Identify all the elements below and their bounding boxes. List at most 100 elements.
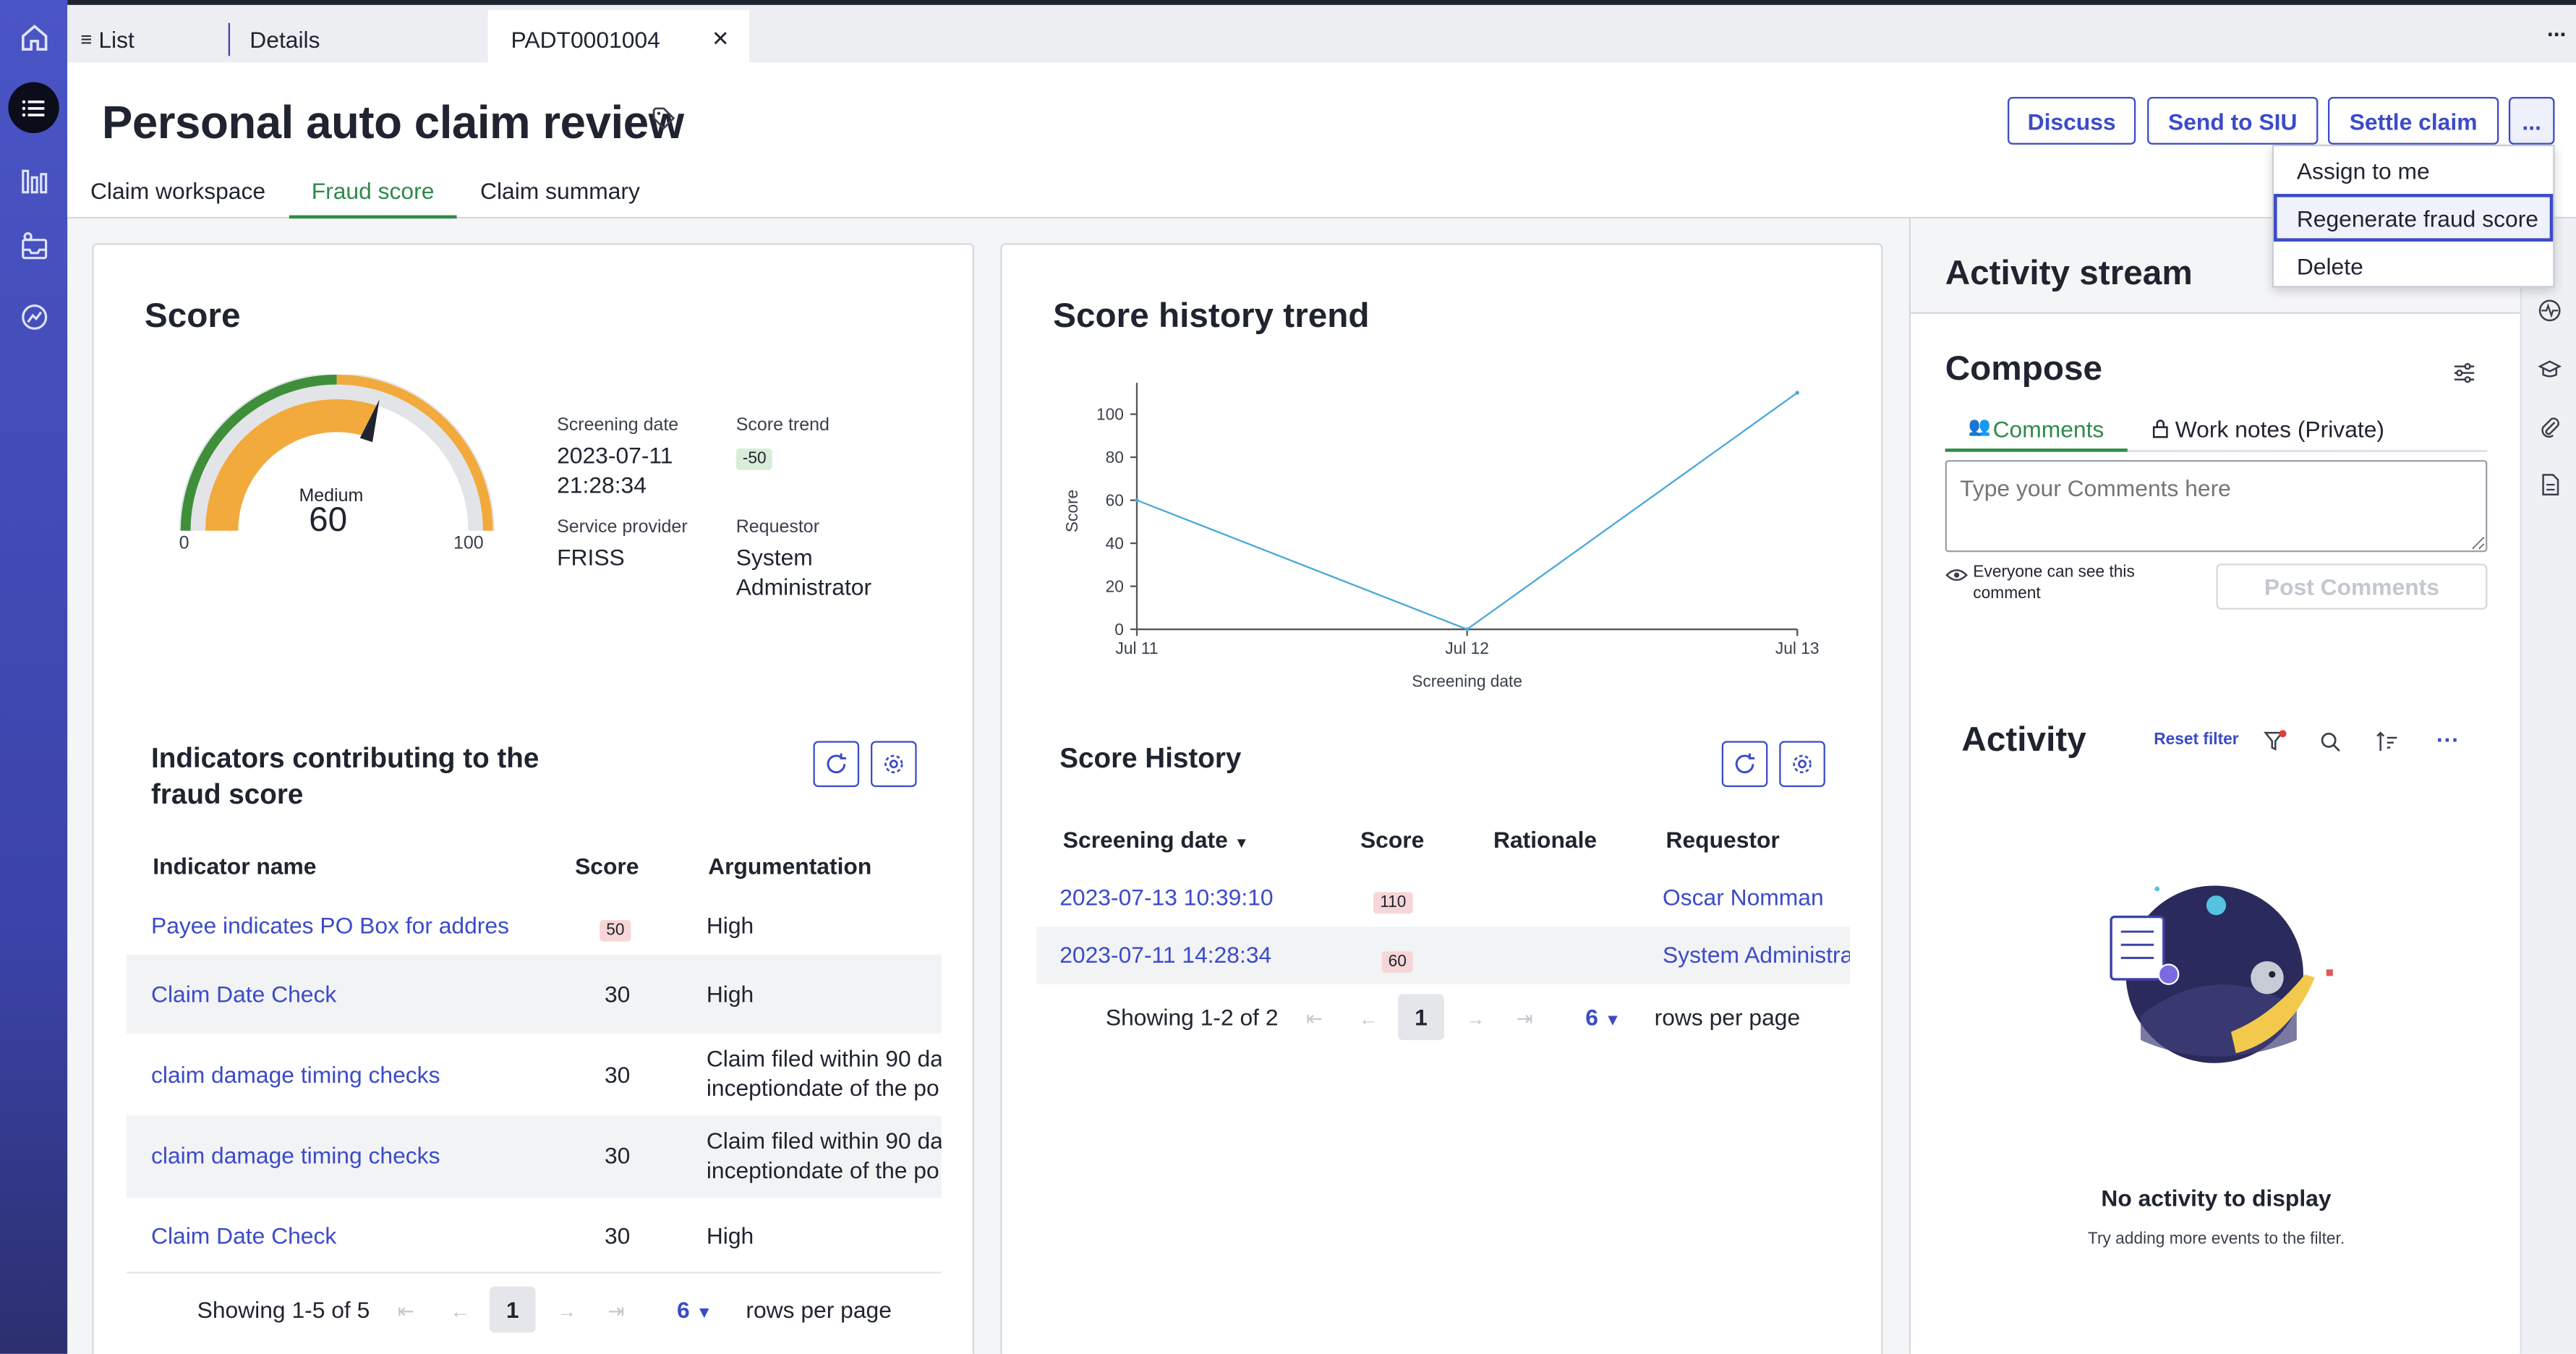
argumentation-line2: inceptiondate of the po [706,1157,939,1183]
gear-icon [1793,754,1812,774]
score-value: 30 [604,981,631,1008]
menu-item-assign[interactable]: Assign to me [2296,156,2430,184]
close-icon[interactable]: ✕ [711,26,730,51]
tab-list[interactable]: ≡ List [80,10,228,68]
col-score[interactable]: Score [575,853,639,880]
home-icon[interactable] [8,12,59,62]
reset-filter-link[interactable]: Reset filter [2154,731,2239,749]
history-date-link[interactable]: 2023-07-11 14:28:34 [1059,941,1272,968]
next-page-icon[interactable]: → [1465,1007,1485,1031]
rows-per-page-select[interactable]: 6 ▼ [1585,1004,1621,1030]
col-screening-date[interactable]: Screening date ▼ [1063,827,1249,853]
col-history-score[interactable]: Score [1360,826,1425,853]
page-number[interactable]: 1 [489,1286,536,1333]
post-comments-button[interactable]: Post Comments [2216,563,2488,610]
history-score-badge-wrap: 60 [1381,945,1413,974]
gauge-fill [205,399,378,532]
filter-icon[interactable] [2264,730,2287,753]
comment-textarea[interactable] [1945,460,2488,553]
refresh-icon [1735,753,1755,774]
activity-more-button[interactable]: ··· [2436,726,2460,753]
indicator-link[interactable]: claim damage timing checks [150,1141,440,1169]
indicator-link[interactable]: Payee indicates PO Box for addres [150,911,510,939]
menu-item-delete[interactable]: Delete [2296,252,2363,279]
col-rationale[interactable]: Rationale [1493,826,1598,853]
rows-per-page-select[interactable]: 6 ▼ [677,1296,712,1322]
page-number[interactable]: 1 [1398,994,1444,1040]
y-tick-label: 40 [1106,534,1124,553]
first-page-icon[interactable]: ⇤ [1306,1007,1323,1031]
menu-item-regenerate[interactable]: Regenerate fraud score [2274,194,2554,242]
col-argumentation[interactable]: Argumentation [708,853,872,880]
lock-icon [2152,417,2169,447]
argumentation-line1: Claim filed within 90 da [706,1127,942,1154]
argumentation-line1: Claim filed within 90 da [706,1044,942,1072]
tab-record[interactable]: PADT0001004 ✕ [487,9,749,68]
sort-icon[interactable] [2376,731,2399,753]
refresh-history-button[interactable] [1721,741,1768,788]
history-settings-button[interactable] [1779,741,1825,788]
x-tick-label: Jul 11 [1116,639,1159,657]
gauge-max: 100 [453,534,484,554]
tab-overflow-button[interactable]: ... [2546,14,2567,41]
indicator-link[interactable]: Claim Date Check [150,1222,337,1249]
tab-work-notes[interactable]: Work notes (Private) [2127,411,2488,452]
score-gauge [179,374,495,532]
first-page-icon[interactable]: ⇤ [397,1299,414,1323]
attachment-icon[interactable] [2538,416,2562,439]
tab-work-notes-label: Work notes (Private) [2175,415,2385,443]
tab-comments[interactable]: 👥 Comments [1945,411,2128,452]
graduation-cap-icon[interactable] [2538,358,2562,381]
dashboard-icon[interactable] [8,155,59,205]
refresh-icon [827,753,846,774]
inbox-icon[interactable] [8,220,59,271]
sliders-icon[interactable] [2453,362,2476,385]
history-date-link[interactable]: 2023-07-13 10:39:10 [1059,884,1274,911]
prev-page-icon[interactable]: ← [1358,1007,1378,1031]
table-row: claim damage timing checks 30 Claim file… [126,1115,942,1198]
score-value: 30 [604,1141,631,1169]
table-row: Payee indicates PO Box for addres 50 Hig… [127,889,942,955]
requestor-value-line2: Administrator [735,573,872,600]
tab-details[interactable]: Details [228,10,488,68]
list-icon[interactable] [8,82,59,134]
comments-icon: 👥 [1968,417,1991,438]
indicator-link[interactable]: Claim Date Check [150,981,337,1008]
refresh-indicators-button[interactable] [813,741,860,788]
col-requestor[interactable]: Requestor [1666,826,1780,853]
score-trend-label: Score trend [735,415,829,436]
y-tick-label: 0 [1114,620,1124,639]
trend-title: Score history trend [1053,297,1370,336]
indicator-link[interactable]: claim damage timing checks [150,1061,440,1088]
service-provider-value: FRISS [557,543,625,571]
tab-claim-summary[interactable]: Claim summary [480,177,640,204]
activity-pulse-icon[interactable] [2538,299,2562,322]
y-tick-label: 100 [1096,405,1124,424]
next-page-icon[interactable]: → [557,1299,577,1323]
tag-icon[interactable] [652,107,675,130]
score-trend-badge: -50 [735,442,773,472]
rows-per-page-label: rows per page [1654,1004,1801,1031]
screening-time-value: 21:28:34 [557,471,647,498]
history-requestor-link[interactable]: System Administra [1662,941,1850,968]
tab-claim-workspace[interactable]: Claim workspace [90,177,266,204]
analytics-icon[interactable] [8,291,59,341]
last-page-icon[interactable]: ⇥ [607,1299,625,1323]
empty-activity-illustration [2110,885,2333,1063]
requestor-value-line1: System [735,543,813,571]
search-icon[interactable] [2320,731,2342,753]
col-indicator-name[interactable]: Indicator name [153,853,317,880]
last-page-icon[interactable]: ⇥ [1516,1007,1533,1031]
tab-fraud-score[interactable]: Fraud score [289,177,458,219]
more-actions-button[interactable]: ... [2508,97,2555,145]
discuss-button[interactable]: Discuss [2008,97,2136,145]
document-icon[interactable] [2538,473,2562,496]
history-requestor-link[interactable]: Oscar Nomman [1662,884,1824,911]
prev-page-icon[interactable]: ← [450,1299,470,1323]
page-title: Personal auto claim review [101,97,684,148]
data-point [1795,391,1799,395]
indicators-settings-button[interactable] [871,741,917,788]
activity-stream-title: Activity stream [1945,255,2193,293]
settle-claim-button[interactable]: Settle claim [2327,97,2499,145]
send-to-siu-button[interactable]: Send to SIU [2147,97,2319,145]
